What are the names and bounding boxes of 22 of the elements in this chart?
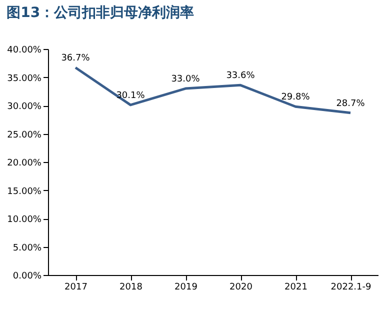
chart-title: 图13：公司扣非归母净利润率 [6, 4, 194, 21]
x-tick-label: 2021 [284, 282, 308, 292]
x-tick-label: 2020 [230, 282, 253, 292]
x-tick-label: 2022.1-9 [330, 282, 372, 292]
x-tick-label: 2019 [174, 282, 198, 292]
y-tick-label: 5.00% [12, 243, 42, 254]
y-tick-label: 20.00% [7, 158, 42, 168]
y-tick-label: 15.00% [7, 186, 42, 197]
data-label: 30.1% [116, 90, 146, 101]
data-label: 36.7% [61, 54, 90, 64]
x-tick-label: 2018 [120, 282, 143, 292]
y-tick-label: 40.00% [7, 46, 42, 56]
data-label: 33.0% [171, 74, 200, 85]
data-label: 33.6% [226, 71, 256, 82]
data-label: 28.7% [336, 98, 366, 109]
y-tick-label: 35.00% [7, 74, 42, 84]
data-label: 29.8% [281, 92, 310, 103]
y-tick-label: 10.00% [7, 215, 42, 225]
y-tick-label: 30.00% [7, 102, 42, 112]
y-tick-label: 25.00% [7, 130, 42, 140]
x-tick-label: 2017 [64, 282, 88, 292]
y-tick-label: 0.00% [12, 272, 42, 282]
